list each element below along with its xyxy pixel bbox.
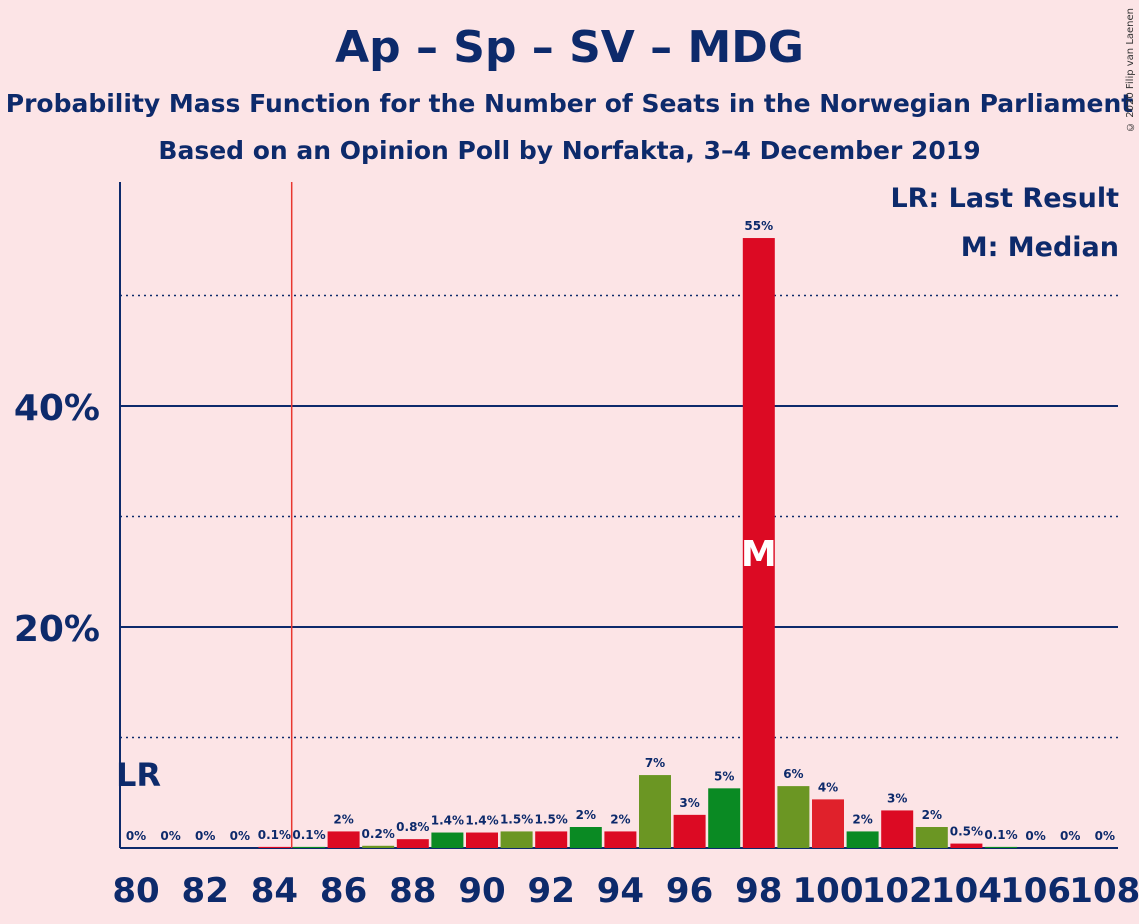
data-label: 2% [576, 808, 596, 822]
bar-seat-84 [258, 846, 291, 848]
bar-seat-88 [396, 839, 429, 848]
bar-seat-103 [915, 827, 948, 848]
x-tick-label: 100 [793, 871, 864, 911]
y-tick-label: 20% [14, 609, 100, 650]
bar-seat-96 [673, 814, 706, 848]
chart-subtitle: Probability Mass Function for the Number… [5, 89, 1134, 118]
x-tick-label: 90 [458, 871, 505, 911]
data-label: 3% [887, 791, 907, 805]
bar-seat-89 [431, 832, 464, 848]
x-tick-label: 88 [389, 871, 436, 911]
y-tick-label: 40% [14, 388, 100, 429]
data-label: 1.4% [465, 814, 498, 828]
bar-seat-99 [777, 786, 810, 848]
x-tick-label: 82 [182, 871, 229, 911]
bar-seat-100 [812, 799, 844, 848]
data-label: 0.1% [258, 828, 291, 842]
last-result-marker: LR [116, 756, 161, 794]
data-label: 1.5% [500, 812, 533, 826]
bar-seat-92 [535, 831, 568, 848]
bar-seat-105 [985, 846, 1017, 848]
data-label: 3% [679, 796, 699, 810]
data-label: 0.5% [950, 825, 983, 839]
data-label: 5% [714, 769, 734, 783]
x-tick-label: 106 [1000, 871, 1071, 911]
bar-seat-94 [604, 831, 637, 848]
bar-seat-101 [846, 831, 879, 848]
x-tick-label: 98 [735, 871, 782, 911]
data-label: 0% [1095, 829, 1115, 843]
median-marker: M [741, 534, 777, 575]
data-label: 0.1% [292, 828, 325, 842]
x-tick-label: 108 [1069, 871, 1139, 911]
data-label: 4% [818, 780, 838, 794]
bar-seat-95 [639, 775, 671, 848]
data-label: 2% [333, 812, 353, 826]
data-label: 1.5% [535, 812, 568, 826]
bar-seat-85 [293, 846, 325, 848]
legend-last-result: LR: Last Result [890, 183, 1119, 214]
data-label: 0% [230, 829, 250, 843]
chart-source-line: Based on an Opinion Poll by Norfakta, 3–… [158, 136, 981, 165]
bar-seat-98 [742, 238, 775, 849]
x-tick-label: 86 [320, 871, 367, 911]
x-tick-label: 96 [666, 871, 713, 911]
bar-seat-104 [950, 843, 983, 848]
bar-seat-86 [327, 831, 360, 848]
data-label: 0.2% [362, 827, 395, 841]
bar-seat-97 [708, 788, 741, 848]
x-tick-label: 84 [251, 871, 298, 911]
bar-seat-93 [569, 827, 602, 848]
data-label: 1.4% [431, 814, 464, 828]
bar-seat-102 [881, 810, 914, 848]
bar-seat-91 [500, 831, 533, 848]
x-tick-label: 94 [597, 871, 644, 911]
data-label: 0% [126, 829, 146, 843]
data-label: 7% [645, 756, 665, 770]
data-label: 2% [852, 812, 872, 826]
x-tick-label: 102 [862, 871, 933, 911]
x-tick-label: 92 [528, 871, 575, 911]
legend-median: M: Median [960, 232, 1119, 263]
data-label: 2% [922, 808, 942, 822]
chart-title: Ap – Sp – SV – MDG [335, 22, 804, 73]
data-label: 2% [610, 812, 630, 826]
data-label: 55% [744, 219, 773, 233]
data-label: 0% [1060, 829, 1080, 843]
x-tick-label: 80 [112, 871, 159, 911]
data-label: 0% [195, 829, 215, 843]
x-tick-label: 104 [931, 871, 1002, 911]
data-label: 0.8% [396, 820, 429, 834]
bar-seat-87 [362, 845, 395, 848]
bar-seat-90 [466, 832, 498, 848]
data-label: 0% [160, 829, 180, 843]
data-label: 6% [783, 767, 803, 781]
data-label: 0.1% [984, 828, 1017, 842]
data-label: 0% [1025, 829, 1045, 843]
